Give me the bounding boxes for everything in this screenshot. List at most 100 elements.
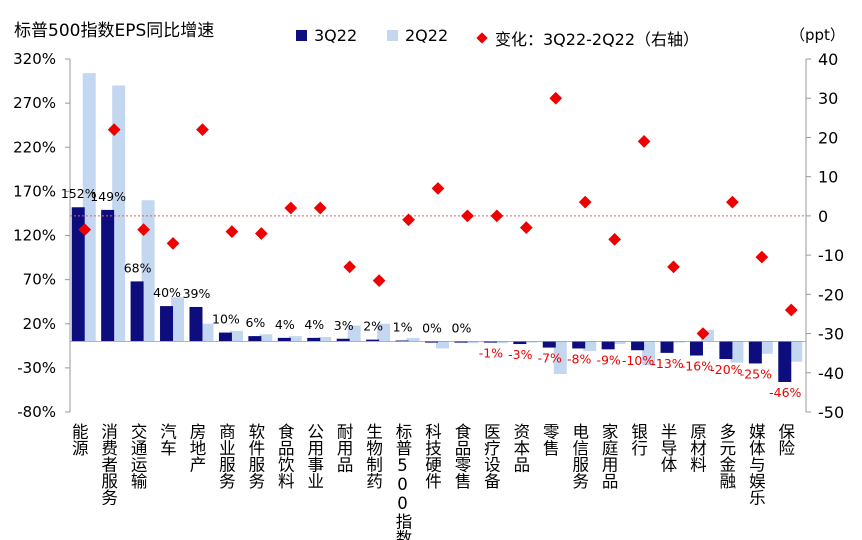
category-label-交通运输: 交通运输: [128, 423, 147, 491]
category-label-医疗设备: 医疗设备: [481, 423, 500, 489]
data-label-交通运输: 68%: [124, 260, 152, 275]
data-label-半导体: -13%: [651, 356, 683, 371]
bar-2q22-耐用品: [347, 325, 361, 342]
bar-2q22-电信服务: [583, 341, 597, 352]
data-label-汽车: 40%: [153, 285, 181, 300]
category-label-半导体: 半导体: [658, 423, 677, 473]
left-tick-label: -30%: [17, 359, 56, 377]
change-marker-银行: [637, 135, 651, 148]
category-label-公用事业: 公用事业: [305, 423, 324, 489]
bar-3q22-商业服务: [218, 332, 232, 342]
category-label-媒体与娱乐: 媒体与娱乐: [746, 423, 765, 506]
change-marker-生物制药: [372, 274, 386, 287]
data-label-食品饮料: 4%: [275, 317, 295, 332]
bar-2q22-房地产: [200, 323, 214, 342]
bar-3q22-半导体: [660, 341, 674, 353]
bar-3q22-公用事业: [307, 337, 321, 342]
change-marker-交通运输: [137, 223, 150, 236]
right-axis-unit: （ppt）: [790, 26, 845, 44]
change-marker-医疗设备: [490, 209, 504, 223]
data-label-媒体与娱乐: -25%: [740, 366, 772, 381]
change-marker-家庭用品: [608, 233, 622, 246]
change-marker-商业服务: [225, 225, 239, 238]
bar-2q22-保险: [789, 341, 803, 362]
bar-3q22-生物制药: [366, 339, 380, 342]
legend-label-2q22: 2Q22: [405, 26, 449, 45]
bar-3q22-资本品: [513, 341, 527, 345]
change-marker-耐用品: [343, 260, 357, 274]
change-marker-能源: [78, 223, 92, 236]
bar-2q22-交通运输: [141, 200, 155, 342]
bar-2q22-消费者服务: [112, 85, 126, 342]
change-marker-软件服务: [254, 227, 268, 240]
bar-2q22-标普500指数: [406, 337, 420, 342]
legend-swatch-2q22: [387, 30, 398, 41]
data-label-银行: -10%: [622, 353, 654, 368]
change-marker-资本品: [519, 221, 533, 235]
data-label-多元金融: -20%: [710, 362, 742, 377]
change-marker-标普500指数: [402, 213, 415, 227]
bar-2q22-资本品: [524, 341, 538, 343]
category-label-多元金融: 多元金融: [717, 423, 736, 491]
bar-3q22-耐用品: [336, 338, 350, 342]
bar-3q22-零售: [542, 341, 556, 348]
bar-3q22-银行: [631, 341, 645, 351]
data-label-耐用品: 3%: [334, 318, 354, 333]
category-label-消费者服务: 消费者服务: [99, 423, 118, 506]
bar-2q22-食品饮料: [288, 336, 302, 342]
legend-3q22: 3Q22: [296, 26, 357, 45]
change-marker-媒体与娱乐: [755, 250, 769, 264]
change-marker-消费者服务: [107, 123, 121, 136]
data-label-生物制药: 2%: [363, 319, 383, 334]
bar-2q22-汽车: [171, 297, 185, 342]
bar-3q22-原材料: [689, 341, 703, 356]
data-label-家庭用品: -9%: [596, 352, 620, 367]
left-tick-label: 120%: [13, 227, 56, 245]
legend-label-change: 变化：3Q22-2Q22（右轴）: [495, 30, 700, 49]
change-marker-科技硬件: [431, 182, 445, 195]
data-label-零售: -7%: [538, 351, 562, 366]
bar-2q22-原材料: [700, 329, 714, 342]
data-label-食品零售: 0%: [452, 320, 472, 335]
data-label-保险: -46%: [769, 385, 801, 400]
right-tick-label: -30: [818, 325, 844, 344]
category-label-电信服务: 电信服务: [570, 423, 589, 490]
right-tick-label: 10: [818, 168, 838, 187]
category-label-保险: 保险: [776, 423, 795, 457]
left-tick-label: 220%: [13, 138, 56, 156]
bar-3q22-媒体与娱乐: [748, 341, 762, 364]
data-label-公用事业: 4%: [304, 317, 324, 332]
bar-3q22-食品零售: [454, 341, 468, 343]
bar-3q22-家庭用品: [601, 341, 615, 350]
bar-3q22-保险: [778, 341, 792, 382]
category-label-食品零售: 食品零售: [452, 423, 471, 490]
data-label-原材料: -16%: [681, 359, 713, 374]
data-label-软件服务: 6%: [245, 315, 265, 330]
data-label-科技硬件: 0%: [422, 320, 442, 335]
bar-2q22-生物制药: [377, 323, 391, 342]
legend-swatch-3q22: [296, 30, 307, 41]
category-label-耐用品: 耐用品: [334, 423, 353, 473]
data-label-资本品: -3%: [508, 347, 532, 362]
change-marker-食品饮料: [284, 201, 298, 215]
category-label-商业服务: 商业服务: [216, 423, 235, 490]
legend-label-3q22: 3Q22: [314, 26, 358, 45]
right-tick-label: 40: [818, 50, 838, 69]
bar-2q22-商业服务: [229, 330, 243, 342]
category-label-标普500指数: 标普500指数: [393, 423, 412, 540]
legend-2q22: 2Q22: [387, 26, 448, 45]
bar-2q22-零售: [553, 341, 567, 375]
change-marker-汽车: [166, 236, 180, 250]
category-label-能源: 能源: [69, 423, 88, 458]
bar-2q22-银行: [642, 341, 656, 366]
left-tick-label: 320%: [13, 50, 56, 68]
category-label-银行: 银行: [629, 423, 648, 458]
category-label-汽车: 汽车: [158, 423, 177, 457]
bar-3q22-科技硬件: [425, 341, 438, 343]
right-tick-label: 30: [818, 89, 838, 108]
category-label-家庭用品: 家庭用品: [599, 423, 618, 490]
change-marker-半导体: [667, 260, 680, 274]
right-tick-label: 0: [818, 207, 828, 226]
chart-title: 标普500指数EPS同比增速: [14, 21, 215, 41]
category-label-食品饮料: 食品饮料: [275, 423, 294, 490]
